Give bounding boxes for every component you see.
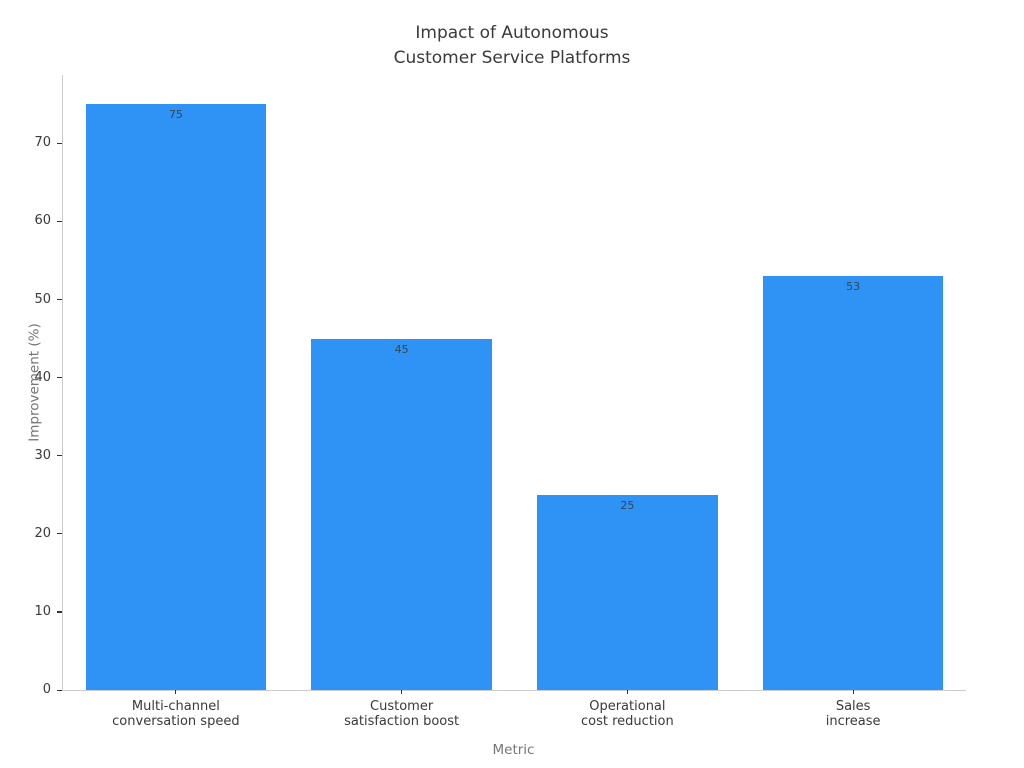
x-tick-mark	[175, 690, 177, 694]
x-axis-label: Metric	[492, 742, 535, 758]
x-tick-label: Customer satisfaction boost	[290, 699, 514, 729]
y-tick-mark	[57, 220, 62, 223]
y-tick-mark	[57, 377, 62, 379]
y-tick-mark	[57, 455, 62, 457]
y-tick-mark	[57, 142, 62, 145]
x-tick-label-line: Operational	[589, 699, 666, 714]
bar: 53	[762, 276, 944, 690]
x-tick-label-line: satisfaction boost	[344, 714, 460, 729]
x-tick-label-line: conversation speed	[112, 714, 240, 729]
bar: 45	[311, 338, 492, 690]
y-tick-label: 40	[34, 369, 51, 385]
y-tick-label: 10	[34, 603, 51, 619]
y-tick-label: 20	[34, 525, 51, 541]
y-tick-label: 0	[42, 682, 51, 697]
bar: 75	[85, 104, 267, 690]
y-tick-mark	[57, 611, 62, 613]
chart-title-line-1: Impact of Autonomous	[415, 23, 609, 43]
bar-value-label: 53	[846, 280, 861, 294]
bar: 25	[537, 494, 718, 690]
bar-value-label: 25	[620, 498, 635, 512]
x-tick-mark	[626, 690, 628, 694]
x-tick-mark	[401, 690, 403, 694]
chart-title: Impact of Autonomous Customer Service Pl…	[0, 21, 1024, 71]
x-tick-label: Multi-channel conversation speed	[64, 699, 288, 729]
x-tick-label-line: Multi-channel	[131, 699, 220, 714]
y-tick-mark	[57, 689, 62, 691]
x-tick-mark	[852, 690, 854, 694]
y-tick-label: 30	[34, 447, 51, 463]
x-tick-label-line: Sales	[835, 699, 871, 714]
plot-area: 0 10 20 30 40 50 60 70 75 Multi-channel conversati…	[34, 75, 966, 729]
bar-value-label: 75	[168, 108, 183, 122]
x-tick-label-line: increase	[825, 714, 881, 729]
y-tick-mark	[57, 299, 62, 301]
x-tick-label: Operational cost reduction	[515, 699, 739, 729]
y-tick-mark	[57, 533, 62, 535]
x-tick-label-line: cost reduction	[581, 714, 674, 729]
chart-title-line-2: Customer Service Platforms	[393, 48, 631, 68]
bar-value-label: 45	[394, 342, 409, 356]
y-tick-label: 70	[34, 135, 51, 151]
y-tick-label: 60	[34, 213, 51, 229]
y-tick-label: 50	[34, 291, 51, 307]
x-tick-label: Sales increase	[741, 699, 965, 729]
x-tick-label-line: Customer	[370, 699, 434, 714]
